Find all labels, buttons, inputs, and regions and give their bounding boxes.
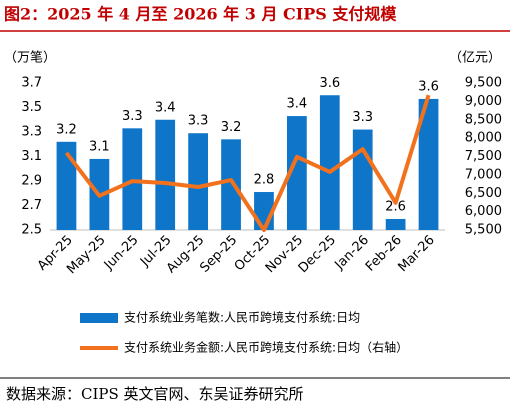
x-tick-label: Mar-26: [395, 233, 437, 275]
data-label: 2.8: [254, 173, 275, 188]
bar: [56, 141, 77, 230]
bar: [319, 95, 340, 230]
y-tick-label: 2.5: [21, 223, 42, 238]
data-label: 2.6: [385, 199, 406, 214]
y2-tick-label: 8,500: [465, 112, 502, 127]
y2-tick-label: 7,000: [465, 167, 502, 182]
data-label: 3.4: [155, 100, 176, 115]
y-tick-label: 2.9: [21, 174, 42, 189]
data-label: 3.2: [56, 122, 77, 137]
bar: [287, 116, 307, 230]
source-note: 数据来源：CIPS 英文官网、东吴证券研究所: [6, 385, 304, 403]
legend-label: 支付系统业务笔数:人民币跨境支付系统:日均: [124, 310, 360, 325]
data-label: 3.6: [418, 79, 439, 94]
y-tick-label: 3.1: [21, 149, 42, 164]
y-tick-label: 3.5: [21, 100, 42, 115]
data-label: 3.3: [188, 114, 209, 129]
bar: [188, 133, 208, 230]
bar: [155, 119, 176, 230]
y-tick-label: 3.7: [21, 76, 42, 91]
x-tick-label: Sep-25: [197, 233, 240, 276]
data-label: 3.1: [89, 139, 110, 154]
bar: [221, 139, 241, 230]
data-label: 3.6: [319, 76, 340, 91]
y2-tick-label: 5,500: [465, 223, 502, 238]
data-label: 3.3: [352, 110, 373, 125]
data-label: 3.3: [122, 109, 143, 124]
line: [64, 94, 431, 232]
y2-tick-label: 6,000: [465, 204, 502, 219]
y2-tick-label: 6,500: [465, 186, 502, 201]
y2-tick-label: 9,000: [465, 94, 502, 109]
bar: [352, 129, 373, 230]
y2-axis-title: （亿元）: [449, 51, 501, 66]
y2-tick-label: 9,500: [465, 76, 502, 91]
chart-title: 图2：2025 年 4 月至 2026 年 3 月 CIPS 支付规模: [4, 5, 397, 24]
data-label: 3.4: [287, 97, 308, 112]
y-tick-label: 3.3: [21, 125, 42, 140]
y-tick-label: 2.7: [21, 198, 42, 213]
legend-label: 支付系统业务金额:人民币跨境支付系统:日均（右轴）: [124, 340, 408, 355]
bar: [385, 218, 406, 230]
bar: [418, 98, 439, 230]
data-label: 3.2: [221, 120, 242, 135]
y2-tick-label: 7,500: [465, 149, 502, 164]
y-axis-title: （万笔）: [4, 50, 56, 66]
legend-swatch: [80, 313, 118, 323]
y2-tick-label: 8,000: [465, 131, 502, 146]
x-tick-label: Jun-25: [101, 233, 142, 274]
x-tick-label: Dec-25: [296, 233, 339, 276]
